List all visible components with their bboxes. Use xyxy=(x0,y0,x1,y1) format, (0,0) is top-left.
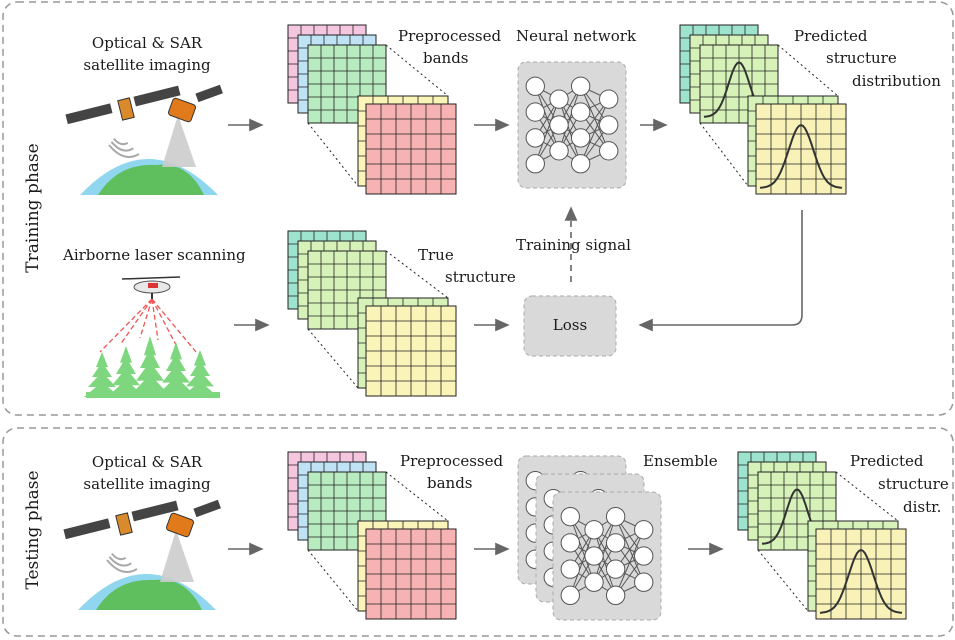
testing-satellite-label: Optical & SAR satellite imaging xyxy=(62,451,232,495)
training-signal-label: Training signal xyxy=(516,236,631,254)
testing-predicted-label-line2: structure xyxy=(878,475,949,493)
arrow-pred-to-loss xyxy=(638,210,803,332)
testing-bands-label-line2: bands xyxy=(427,474,473,492)
true-structure-label-line1: True xyxy=(418,246,454,264)
loss-box xyxy=(523,295,617,357)
ensemble-network-1 xyxy=(552,491,662,621)
neural-network-label: Neural network xyxy=(516,27,637,45)
training-phase-label: Training phase xyxy=(23,143,43,273)
testing-satellite-label-line2: satellite imaging xyxy=(83,475,211,493)
training-predicted-label-line3: distribution xyxy=(852,72,941,90)
training-predicted-label-line2: structure xyxy=(826,49,897,67)
training-bands-label-line2: bands xyxy=(423,49,469,67)
testing-bands-stack xyxy=(287,451,457,620)
als-forest-illustration xyxy=(84,276,220,398)
training-bands-stack xyxy=(287,24,457,195)
testing-phase-frame xyxy=(2,427,954,637)
testing-satellite-label-line1: Optical & SAR xyxy=(91,453,203,471)
training-satellite-label-line2: satellite imaging xyxy=(83,56,211,74)
training-predicted-label-line1: Predicted xyxy=(794,27,868,45)
testing-predicted-label-line3: distr. xyxy=(903,498,942,516)
true-structure-label-line2: structure xyxy=(445,268,516,286)
training-satellite-label-line1: Optical & SAR xyxy=(91,34,203,52)
ensemble-label: Ensemble xyxy=(643,452,718,470)
training-satellite-illustration xyxy=(65,84,223,195)
true-structure-stack xyxy=(287,230,457,397)
training-predicted-stack xyxy=(679,24,847,195)
training-phase-frame xyxy=(2,1,954,416)
als-label: Airborne laser scanning xyxy=(63,246,246,264)
testing-phase-label: Testing phase xyxy=(23,470,43,590)
training-bands-label-line1: Preprocessed xyxy=(398,27,502,45)
neural-network-icon xyxy=(517,61,627,189)
testing-predicted-stack xyxy=(737,451,907,620)
testing-predicted-label-line1: Predicted xyxy=(850,452,924,470)
testing-satellite-illustration xyxy=(63,499,221,610)
loss-label: Loss xyxy=(552,316,588,334)
training-satellite-label: Optical & SAR satellite imaging xyxy=(62,32,232,76)
testing-bands-label-line1: Preprocessed xyxy=(400,452,504,470)
